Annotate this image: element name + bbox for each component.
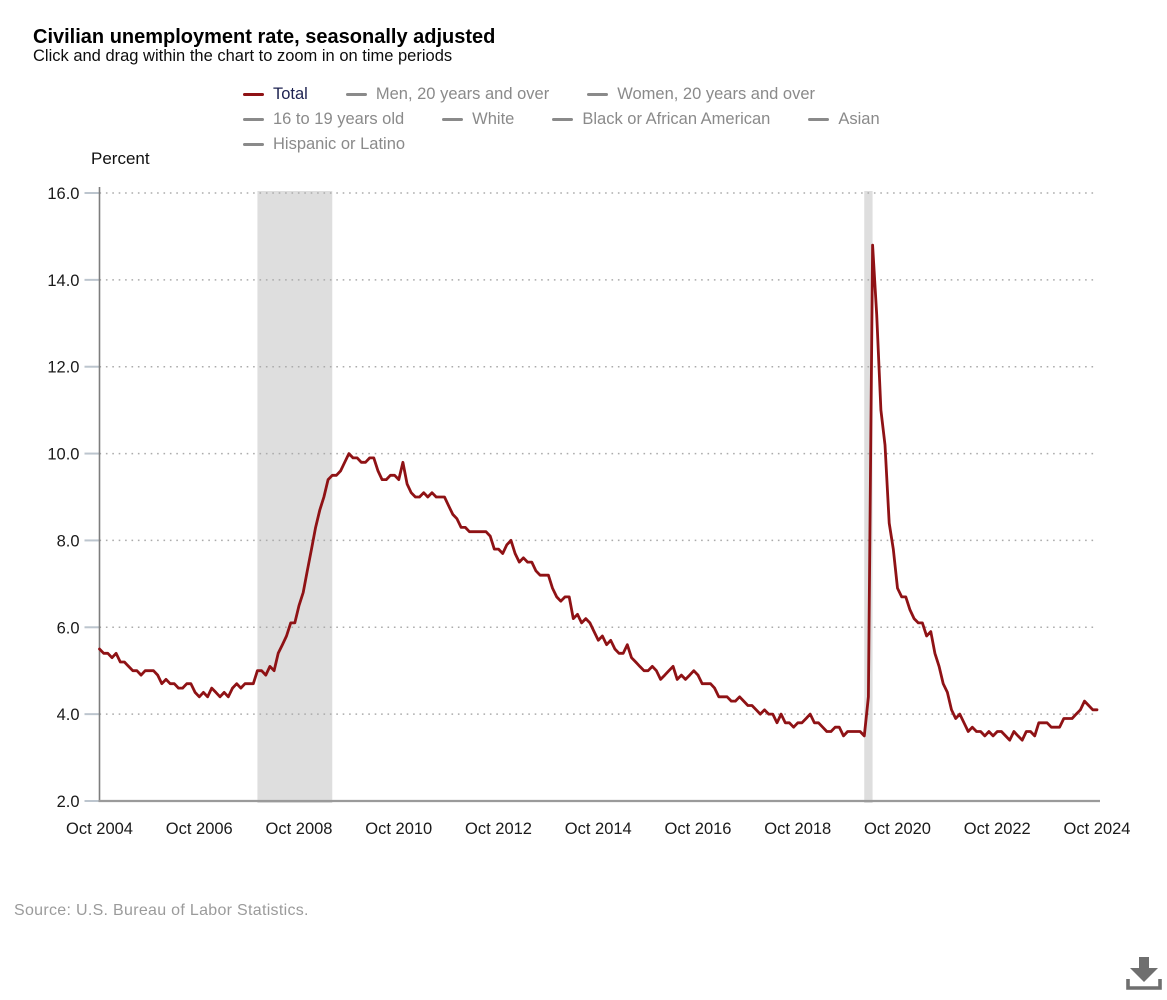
- y-tick-label: 6.0: [57, 619, 80, 637]
- legend-dash-icon: [345, 92, 367, 96]
- legend-label: Men, 20 years and over: [375, 85, 550, 103]
- legend-dash-icon: [243, 117, 264, 121]
- y-tick-label: 10.0: [47, 446, 79, 464]
- source-note: Source: U.S. Bureau of Labor Statistics.: [14, 902, 309, 919]
- chart-subtitle: Click and drag within the chart to zoom …: [33, 47, 453, 65]
- y-tick-label: 2.0: [57, 793, 80, 811]
- legend-label: 16 to 19 years old: [273, 110, 405, 128]
- x-tick-label: Oct 2014: [565, 820, 632, 838]
- legend: Total Men, 20 years and over Women, 20 yea…: [243, 84, 943, 154]
- legend-dash-icon: [243, 142, 264, 146]
- y-tick-label: 8.0: [57, 532, 80, 550]
- legend-item-asian[interactable]: Asian: [808, 109, 880, 129]
- y-axis-title: Percent: [91, 149, 150, 168]
- legend-item-men-20-years-and-over[interactable]: Men, 20 years and over: [345, 84, 550, 104]
- series-line-total: [98, 243, 1099, 742]
- x-tick-label: Oct 2018: [764, 820, 831, 838]
- y-tick-label: 12.0: [47, 359, 79, 377]
- x-tick-label: Oct 2010: [365, 820, 432, 838]
- legend-label: Hispanic or Latino: [273, 135, 406, 153]
- legend-dash-icon: [442, 117, 464, 121]
- recession-band: [257, 191, 333, 803]
- legend-label: Asian: [838, 110, 880, 128]
- x-tick-label: Oct 2016: [665, 820, 732, 838]
- legend-label: Total: [273, 85, 308, 103]
- legend-dash-icon: [808, 117, 830, 121]
- x-tick-label: Oct 2004: [66, 820, 133, 838]
- legend-item-16-to-19-years-old[interactable]: 16 to 19 years old: [243, 109, 404, 129]
- legend-label: Women, 20 years and over: [617, 85, 816, 103]
- page-title: Civilian unemployment rate, seasonally a…: [33, 26, 496, 49]
- x-tick-label: Oct 2006: [166, 820, 233, 838]
- x-tick-label: Oct 2020: [864, 820, 931, 838]
- legend-label: Black or African American: [582, 110, 771, 128]
- legend-item-hispanic-or-latino[interactable]: Hispanic or Latino: [243, 134, 405, 154]
- legend-item-white[interactable]: White: [442, 109, 514, 129]
- x-tick-label: Oct 2012: [465, 820, 532, 838]
- y-tick-label: 14.0: [47, 272, 79, 290]
- download-icon: [1126, 957, 1162, 990]
- x-tick-label: Oct 2008: [266, 820, 333, 838]
- legend-dash-icon: [243, 92, 264, 96]
- x-tick-label: Oct 2022: [964, 820, 1031, 838]
- legend-item-black-or-african-american[interactable]: Black or African American: [552, 109, 770, 129]
- legend-dash-icon: [552, 117, 574, 121]
- y-tick-label: 4.0: [57, 706, 80, 724]
- legend-dash-icon: [587, 92, 609, 96]
- x-tick-label: Oct 2024: [1064, 820, 1131, 838]
- legend-item-total[interactable]: Total: [243, 84, 308, 104]
- download-button[interactable]: [1121, 950, 1167, 996]
- legend-item-women-20-years-and-over[interactable]: Women, 20 years and over: [587, 84, 815, 104]
- chart-plot-area[interactable]: 2.0 4.0 6.0 8.0 10.0 12.0 14.0 16.0 Oct 2004 Oct …: [0, 0, 1167, 880]
- recession-band: [864, 191, 873, 803]
- y-tick-label: 16.0: [47, 185, 79, 203]
- legend-label: White: [472, 110, 515, 128]
